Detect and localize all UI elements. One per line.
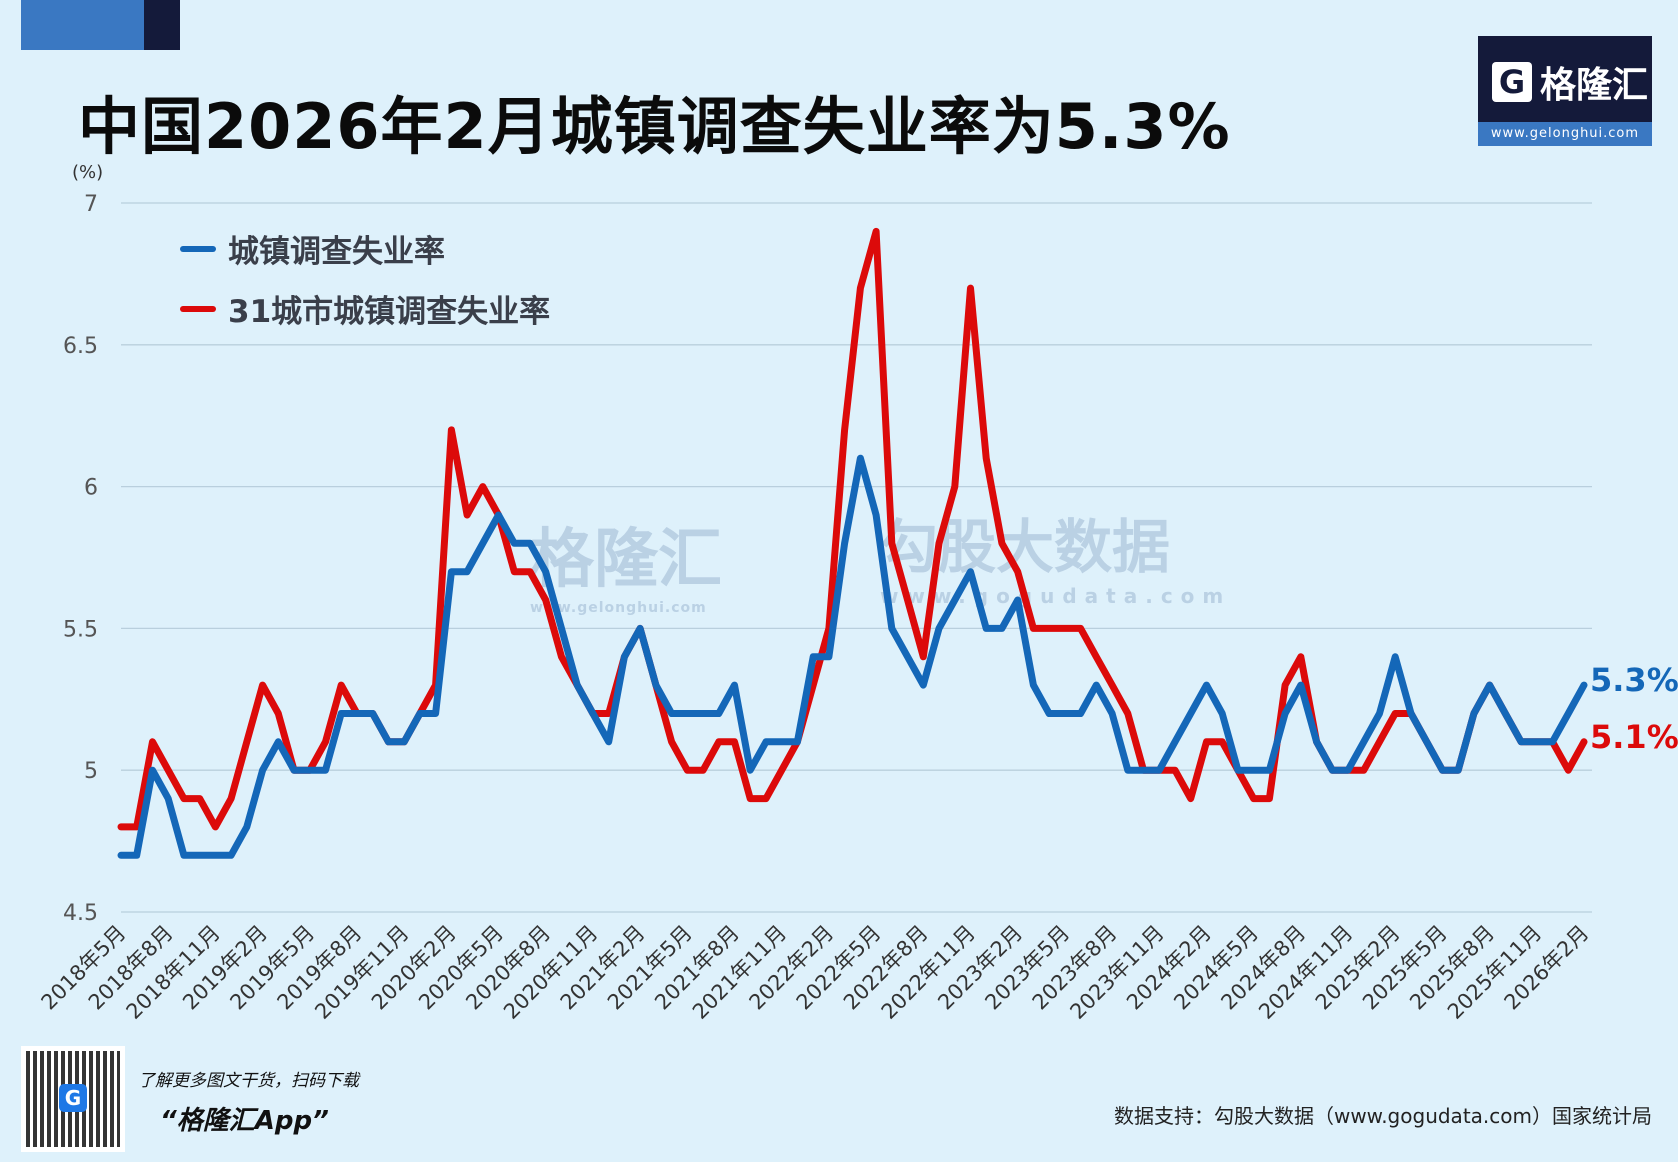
header-accent-bar-dark <box>144 0 180 50</box>
data-source: 数据支持：勾股大数据（www.gogudata.com）国家统计局 <box>1113 1104 1652 1128</box>
watermark-gogudata: 勾股大数据 www.gogudata.com <box>880 513 1232 608</box>
watermark-gelonghui: 格隆汇 www.gelonghui.com <box>530 523 722 616</box>
y-tick-label: 6.5 <box>63 334 98 359</box>
y-tick-label: 6 <box>84 476 98 501</box>
y-tick-label: 5 <box>84 759 98 784</box>
header-accent-bar <box>21 0 144 50</box>
legend-item-31-cities: 31城市城镇调查失业率 <box>180 286 550 331</box>
legend-label: 城镇调查失业率 <box>228 234 445 270</box>
app-g-icon: G <box>59 1084 87 1112</box>
legend-label: 31城市城镇调查失业率 <box>228 294 551 330</box>
gelonghui-logo: G 格隆汇 www.gelonghui.com <box>1478 36 1652 146</box>
y-tick-label: 7 <box>84 192 98 217</box>
y-axis-unit: (%) <box>72 162 104 183</box>
qr-code[interactable]: G <box>21 1046 125 1152</box>
logo-name: 格隆汇 <box>1540 65 1649 106</box>
end-label-31-cities: 5.1% <box>1590 717 1678 756</box>
end-label-national: 5.3% <box>1590 661 1678 700</box>
app-name: “格隆汇App” <box>160 1106 329 1136</box>
legend-swatch-red <box>180 305 216 312</box>
series-line-national <box>117 454 1588 859</box>
logo-url: www.gelonghui.com <box>1478 122 1652 146</box>
chart-title: 中国2026年2月城镇调查失业率为5.3% <box>78 90 1231 163</box>
legend-item-national: 城镇调查失业率 <box>180 226 445 271</box>
promo-text: 了解更多图文干货，扫码下载 <box>138 1071 359 1091</box>
y-tick-label: 5.5 <box>63 617 98 642</box>
logo-g-icon: G <box>1492 62 1532 102</box>
y-tick-label: 4.5 <box>63 901 98 926</box>
legend-swatch-blue <box>180 245 216 252</box>
